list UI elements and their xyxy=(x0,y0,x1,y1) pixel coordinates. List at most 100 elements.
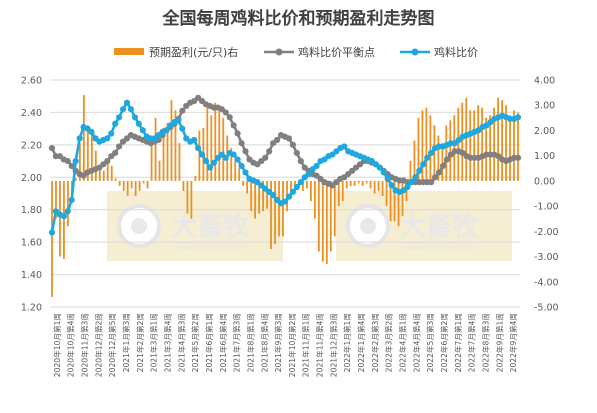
watermark-logo-center-icon xyxy=(360,218,376,234)
profit-bar xyxy=(150,143,153,181)
breakeven-point xyxy=(112,149,119,157)
watermark-site: www.dxumu.com xyxy=(176,243,245,252)
ratio-point xyxy=(108,130,115,137)
profit-bar xyxy=(373,180,376,194)
ratio-point xyxy=(270,192,277,199)
ratio-point xyxy=(234,156,241,163)
breakeven-point xyxy=(297,157,304,165)
gridlines xyxy=(50,79,520,308)
profit-bar xyxy=(82,95,85,181)
profit-bar xyxy=(393,180,396,222)
profit-bar xyxy=(309,180,312,202)
y-right-tick-label: 3.00 xyxy=(534,101,555,112)
y-axis-left: 1.20 1.40 1.60 1.80 2.00 2.20 2.40 2.60 xyxy=(21,76,42,314)
ratio-point xyxy=(222,154,229,161)
ratio-point xyxy=(206,164,214,171)
ratio-point xyxy=(191,136,198,144)
profit-bars xyxy=(51,95,519,297)
ratio-point xyxy=(195,145,202,152)
y-axis-right: -5.00 -4.00 -3.00 -2.00 -1.00 0.00 1.00 2.00 3.0… xyxy=(534,76,559,314)
x-tick-label: 2021年6月第4周 xyxy=(218,313,228,372)
y-right-tick-label: -4.00 xyxy=(534,277,559,288)
ratio-point xyxy=(104,135,111,142)
breakeven-point xyxy=(266,148,273,155)
x-tick-label: 2021年7月第3周 xyxy=(232,313,242,372)
x-tick-label: 2021年10月第2周 xyxy=(287,313,297,377)
ratio-point xyxy=(514,114,522,121)
ratio-point xyxy=(135,120,142,127)
legend-swatch-ratio-marker xyxy=(411,48,419,56)
breakeven-point xyxy=(439,162,447,170)
profit-bar xyxy=(210,115,213,181)
profit-bar xyxy=(98,168,101,181)
profit-bar xyxy=(282,180,284,237)
profit-bar xyxy=(361,180,364,186)
profit-bar xyxy=(417,117,420,181)
ratio-point xyxy=(112,120,119,127)
profit-bar xyxy=(425,107,428,181)
y-right-tick-label: -1.00 xyxy=(534,202,559,213)
profit-bar xyxy=(218,105,221,181)
x-tick-label: 2022年4月第1周 xyxy=(398,313,408,372)
profit-bar xyxy=(63,180,65,260)
breakeven-point xyxy=(289,141,296,148)
legend-swatch-profit-bar xyxy=(114,48,144,55)
legend-label-breakeven: 鸡料比价平衡点 xyxy=(298,45,375,59)
profit-bar xyxy=(186,180,189,214)
legend-item-ratio: 鸡料比价 xyxy=(400,45,478,59)
profit-bar xyxy=(206,105,209,181)
ratio-point xyxy=(384,175,391,183)
breakeven-point xyxy=(48,145,56,152)
breakeven-point xyxy=(238,140,245,147)
y-left-tick-label: 1.60 xyxy=(21,238,42,249)
y-right-tick-label: -5.00 xyxy=(534,303,559,314)
profit-bar xyxy=(114,178,117,181)
ratio-point xyxy=(376,164,383,171)
ratio-point xyxy=(293,183,300,191)
profit-bar xyxy=(106,158,109,181)
profit-bar xyxy=(501,100,503,181)
y-right-tick-label: 2.00 xyxy=(534,126,555,137)
profit-bar xyxy=(238,168,241,181)
profit-bar xyxy=(465,97,468,181)
ratio-point xyxy=(116,114,123,121)
profit-bar xyxy=(194,175,197,181)
profit-bar xyxy=(329,180,332,252)
x-tick-label: 2022年9月第4周 xyxy=(508,313,518,372)
ratio-point xyxy=(48,229,56,236)
ratio-point xyxy=(123,99,131,106)
profit-bar xyxy=(437,135,440,181)
profit-bar xyxy=(290,180,292,197)
ratio-point xyxy=(388,182,395,189)
breakeven-point xyxy=(431,174,439,181)
x-tick-label: 2021年8月第1周 xyxy=(245,313,255,372)
profit-bar xyxy=(270,180,272,249)
profit-bar xyxy=(445,125,448,181)
profit-bar xyxy=(389,180,392,222)
profit-bar xyxy=(74,178,77,181)
profit-bar xyxy=(55,180,57,219)
breakeven-point xyxy=(116,143,123,150)
y-right-tick-label: -2.00 xyxy=(534,227,559,238)
profit-bar xyxy=(222,117,225,181)
profit-bar xyxy=(441,143,444,181)
y-left-tick-label: 1.80 xyxy=(21,205,42,216)
profit-bar xyxy=(349,180,352,186)
breakeven-point xyxy=(230,122,237,129)
x-tick-label: 2021年12月第3周 xyxy=(328,313,338,377)
legend-label-profit: 预期盈利(元/只)右 xyxy=(149,45,238,59)
x-tick-label: 2021年9月第3周 xyxy=(273,313,283,372)
breakeven-point xyxy=(104,157,111,165)
profit-bar xyxy=(449,120,452,181)
ratio-point xyxy=(175,117,182,124)
ratio-point xyxy=(88,128,95,135)
profit-bar xyxy=(493,107,496,181)
profit-bar xyxy=(190,180,193,219)
profit-bar xyxy=(170,100,173,181)
profit-bar xyxy=(214,102,217,181)
ratio-point xyxy=(412,174,419,181)
profit-bar xyxy=(489,115,492,181)
profit-bar xyxy=(242,180,245,186)
x-tick-label: 2021年1月第3周 xyxy=(121,313,131,372)
ratio-point xyxy=(131,114,139,121)
